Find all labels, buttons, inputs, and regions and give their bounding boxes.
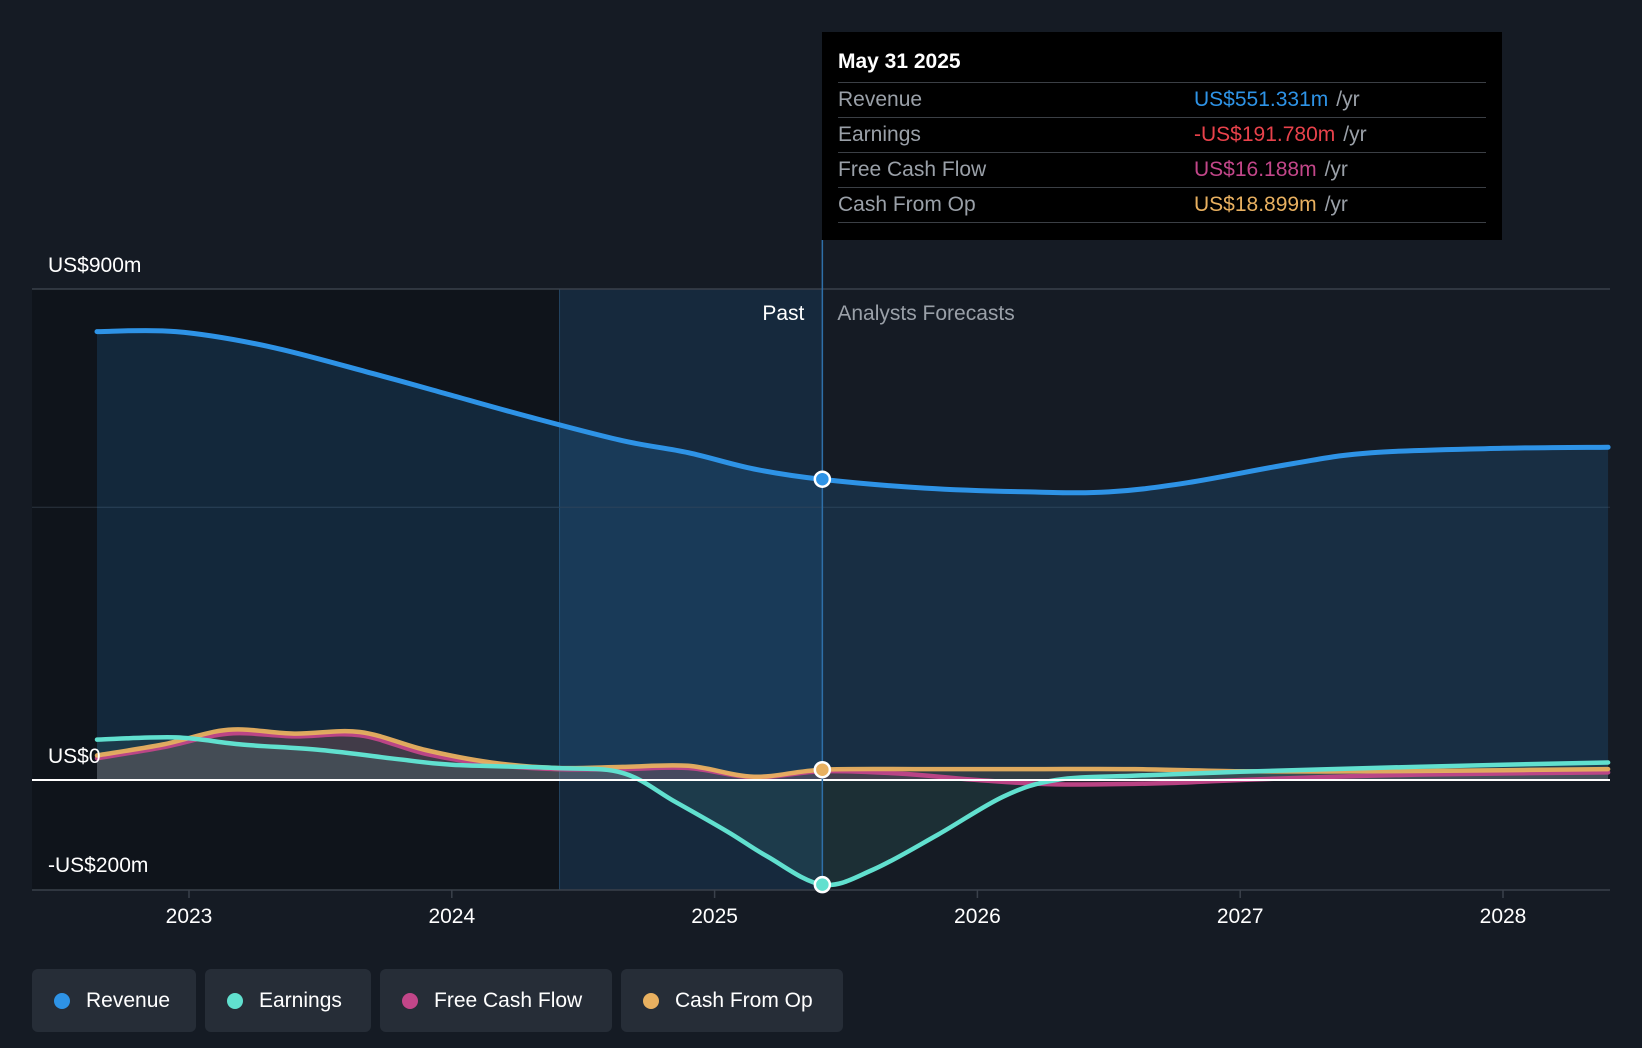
x-tick-label: 2028	[1480, 905, 1527, 928]
earnings-dot-icon	[227, 992, 243, 1009]
revenue-line	[94, 327, 1611, 496]
tooltip-value: US$551.331m	[1194, 88, 1329, 111]
tooltip-value: -US$191.780m	[1194, 123, 1336, 146]
legend-item-revenue[interactable]: Revenue	[32, 969, 196, 1032]
free-cash-flow-area	[97, 733, 1609, 785]
tooltip-row-earnings: Earnings -US$191.780m /yr	[838, 117, 1486, 152]
tooltip-date: May 31 2025	[838, 50, 961, 73]
tooltip-value: US$18.899m	[1194, 193, 1317, 216]
cash-from-op-marker	[813, 760, 832, 779]
revenue-dot-icon	[54, 992, 70, 1009]
tooltip-label: Cash From Op	[838, 193, 976, 216]
tooltip-unit: /yr	[1324, 158, 1348, 181]
free-cash-flow-dot-icon	[402, 992, 418, 1009]
revenue-marker	[813, 470, 832, 488]
x-tick-label: 2025	[691, 905, 738, 928]
past-region-shade	[32, 289, 560, 890]
tooltip-label: Revenue	[838, 88, 923, 111]
legend-label: Cash From Op	[675, 988, 813, 1012]
y-label-zero: US$0	[48, 745, 101, 768]
x-tick-label: 2026	[954, 905, 1001, 928]
tooltip-row-free-cash-flow: Free Cash Flow US$16.188m /yr	[838, 152, 1486, 187]
y-label-bottom: -US$200m	[48, 854, 148, 877]
tooltip-value: US$16.188m	[1194, 158, 1317, 181]
tooltip-unit: /yr	[1324, 193, 1348, 216]
earnings-line	[94, 735, 1611, 888]
tooltip-unit: /yr	[1336, 88, 1360, 111]
x-tick-label: 2023	[166, 905, 213, 928]
tooltip-unit: /yr	[1343, 123, 1367, 146]
earnings-marker	[813, 875, 832, 894]
legend-item-earnings[interactable]: Earnings	[205, 969, 371, 1032]
tooltip-label: Free Cash Flow	[838, 158, 987, 181]
hover-tooltip: May 31 2025 Revenue US$551.331m /yr Earn…	[822, 32, 1502, 240]
forecast-label: Analysts Forecasts	[837, 302, 1014, 325]
legend-label: Free Cash Flow	[434, 988, 583, 1012]
x-tick-label: 2024	[428, 905, 475, 928]
past-label: Past	[762, 302, 804, 325]
legend-item-free-cash-flow[interactable]: Free Cash Flow	[380, 969, 612, 1032]
legend-item-cash-from-op[interactable]: Cash From Op	[621, 969, 843, 1032]
revenue-area	[97, 330, 1609, 780]
tooltip-row-revenue: Revenue US$551.331m /yr	[838, 82, 1486, 117]
tooltip-label: Earnings	[838, 123, 921, 146]
cash-from-op-dot-icon	[643, 992, 659, 1009]
tooltip-row-cash-from-op: Cash From Op US$18.899m /yr	[838, 187, 1486, 223]
y-label-top: US$900m	[48, 254, 141, 277]
x-tick-label: 2027	[1217, 905, 1264, 928]
legend-label: Earnings	[259, 988, 342, 1012]
chart: US$900m US$0 -US$200m Past Analysts Forecast…	[32, 240, 1611, 928]
past-highlight-region	[559, 289, 823, 890]
chart-legend: Revenue Earnings Free Cash Flow Cash Fro…	[32, 969, 843, 1032]
legend-label: Revenue	[86, 988, 171, 1012]
